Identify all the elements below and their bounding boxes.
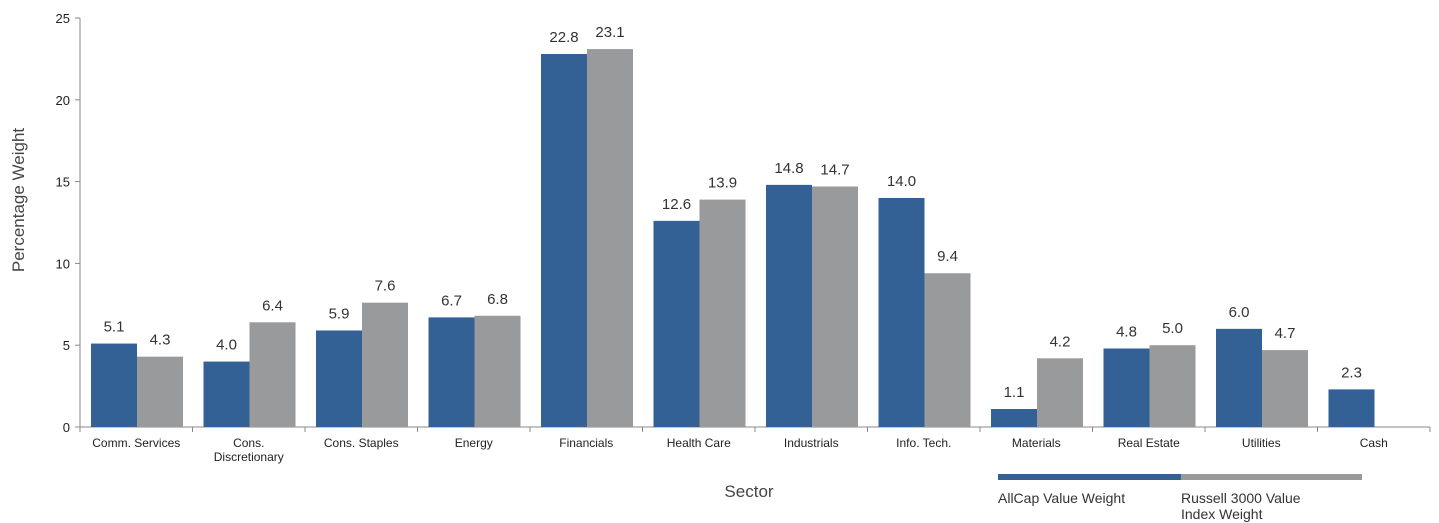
y-tick-label: 5 xyxy=(63,338,70,353)
data-label: 4.8 xyxy=(1116,323,1137,340)
x-tick-label: Financials xyxy=(559,436,613,450)
x-tick-label: Utilities xyxy=(1242,436,1281,450)
y-axis: 0 5 10 15 20 25 xyxy=(56,11,81,435)
legend-label-allcap: AllCap Value Weight xyxy=(998,490,1125,506)
data-label: 23.1 xyxy=(595,24,624,41)
x-tick-label: Cons. Discretionary xyxy=(214,436,284,464)
bars xyxy=(91,49,1375,428)
bar-allcap xyxy=(878,197,925,427)
bar-russell xyxy=(1149,345,1196,427)
data-label: 6.8 xyxy=(487,291,508,308)
y-tick-label: 10 xyxy=(56,256,70,271)
data-label: 22.8 xyxy=(549,29,578,46)
x-tick-label: Comm. Services xyxy=(92,436,180,450)
data-label: 4.2 xyxy=(1050,333,1071,350)
bar-allcap xyxy=(766,184,812,427)
x-tick-label: Real Estate xyxy=(1118,436,1180,450)
data-label: 4.3 xyxy=(150,332,171,349)
bar-allcap xyxy=(653,220,700,427)
bar-russell xyxy=(699,199,746,427)
bar-russell xyxy=(587,49,633,428)
bar-allcap xyxy=(91,343,137,427)
bar-russell xyxy=(812,186,858,427)
bar-allcap xyxy=(428,317,475,427)
y-tick-label: 25 xyxy=(56,11,70,26)
data-label: 9.4 xyxy=(937,248,958,265)
data-label: 14.8 xyxy=(774,160,803,177)
x-tick-label: Energy xyxy=(455,436,493,450)
bar-allcap xyxy=(1328,389,1375,427)
data-label: 12.6 xyxy=(662,196,691,213)
x-axis: Comm. Services Cons. Discretionary Cons. St… xyxy=(79,426,1431,464)
legend-swatch-russell xyxy=(1181,474,1362,480)
data-label: 5.1 xyxy=(104,319,125,336)
legend-label-russell: Russell 3000 Value Index Weight xyxy=(1181,490,1301,522)
y-tick-label: 15 xyxy=(56,175,70,190)
data-label: 13.9 xyxy=(708,175,737,192)
bar-russell xyxy=(1262,350,1308,427)
bar-allcap xyxy=(316,330,362,427)
x-tick-label: Cash xyxy=(1360,436,1388,450)
data-label: 1.1 xyxy=(1004,384,1025,401)
x-tick-label: Industrials xyxy=(784,436,839,450)
x-tick-label: Health Care xyxy=(667,436,731,450)
y-tick-label: 0 xyxy=(63,420,70,435)
x-tick-label: Info. Tech. xyxy=(896,436,951,450)
legend-swatch-allcap xyxy=(998,474,1181,480)
data-label: 5.0 xyxy=(1162,320,1183,337)
data-label: 6.4 xyxy=(262,297,283,314)
data-label: 6.7 xyxy=(441,292,462,309)
bar-allcap xyxy=(1103,348,1150,427)
x-tick-label: Cons. Staples xyxy=(324,436,399,450)
y-axis-title: Percentage Weight xyxy=(9,128,28,273)
bar-allcap xyxy=(991,409,1037,427)
bar-russell xyxy=(924,273,971,427)
data-label: 5.9 xyxy=(329,305,350,322)
bar-russell xyxy=(249,322,296,427)
data-label: 4.7 xyxy=(1275,325,1296,342)
bar-russell xyxy=(362,302,408,427)
data-label: 7.6 xyxy=(375,278,396,295)
bar-russell xyxy=(1037,358,1083,427)
bar-russell xyxy=(137,356,183,427)
data-label: 2.3 xyxy=(1341,364,1362,381)
bar-allcap xyxy=(541,53,587,427)
bar-russell xyxy=(474,315,521,427)
data-label: 14.0 xyxy=(887,173,916,190)
data-labels: 5.1 4.0 5.9 6.7 22.8 12.6 14.8 14.0 1.1 4.8 6.0 2.3… xyxy=(104,24,1362,401)
legend: AllCap Value Weight Russell 3000 Value Ind… xyxy=(998,474,1362,522)
x-axis-title: Sector xyxy=(724,482,773,501)
bar-allcap xyxy=(1216,328,1262,427)
bar-allcap xyxy=(203,361,250,427)
data-label: 4.0 xyxy=(216,337,237,354)
data-label: 14.7 xyxy=(820,162,849,179)
y-tick-label: 20 xyxy=(56,93,70,108)
data-label: 6.0 xyxy=(1229,304,1250,321)
x-tick-label: Materials xyxy=(1012,436,1061,450)
